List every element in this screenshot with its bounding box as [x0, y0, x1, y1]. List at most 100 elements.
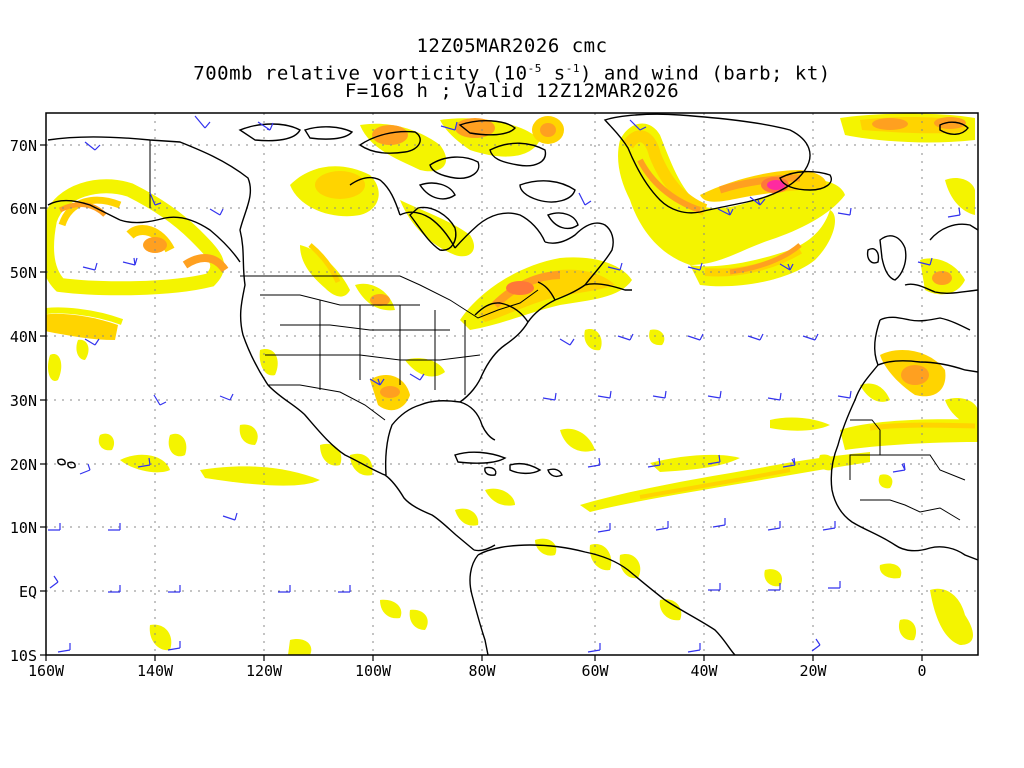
political-borders: [149, 140, 966, 521]
title-exponent: -1: [565, 62, 580, 75]
wind-barb: [822, 521, 836, 531]
wind-barb: [837, 390, 852, 399]
lon-label: 80W: [468, 662, 496, 680]
lat-label: 10N: [10, 519, 37, 537]
wind-barb: [917, 257, 933, 266]
wind-barb: [149, 192, 162, 206]
lat-label: 60N: [10, 200, 37, 218]
wind-barb: [578, 192, 592, 206]
wind-barb: [811, 638, 821, 652]
wind-barb: [122, 257, 138, 266]
lon-label: 20W: [799, 662, 827, 680]
wind-barb: [338, 585, 351, 593]
wind-barb: [717, 208, 734, 216]
wind-barbs: [48, 115, 961, 653]
wind-barb: [82, 262, 98, 271]
lon-label: 40W: [690, 662, 718, 680]
map-title-line-3: F=168 h ; Valid 12Z12MAR2026: [344, 80, 680, 102]
wind-barb: [707, 454, 721, 465]
wind-barb: [749, 196, 766, 206]
wind-barb: [747, 333, 764, 341]
lon-label: 100W: [355, 662, 392, 680]
lat-label: EQ: [19, 583, 37, 601]
wind-barb: [947, 207, 961, 218]
wind-barb: [687, 643, 701, 653]
wind-barb: [782, 457, 796, 468]
wind-barb: [587, 643, 601, 653]
lon-label: 140W: [137, 662, 174, 680]
map-title-line-1: 12Z05MAR2026 cmc: [416, 35, 608, 57]
lat-label: 10S: [10, 647, 37, 665]
map-title-line-2: 700mb relative vorticity (10-5 s-1) and …: [0, 58, 1024, 84]
wind-barb: [687, 333, 704, 341]
lon-label: 60W: [581, 662, 609, 680]
wind-barb: [779, 263, 794, 271]
lat-label: 70N: [10, 137, 37, 155]
wind-barb: [828, 581, 841, 589]
lon-label: 120W: [246, 662, 283, 680]
wind-barb: [768, 583, 781, 591]
wind-barb: [84, 338, 100, 346]
lat-label: 40N: [10, 328, 37, 346]
wind-barb: [837, 207, 852, 216]
wind-barb: [655, 521, 669, 531]
wind-barb: [597, 390, 612, 399]
wind-barb: [652, 390, 667, 399]
wind-barb: [153, 394, 167, 406]
wind-barb: [168, 585, 181, 593]
vorticity-contour-norwegian-sea: [840, 113, 975, 295]
axis-ticks: [40, 144, 923, 661]
title-exponent: -5: [527, 62, 542, 75]
wind-barb: [708, 583, 721, 591]
title-text: s: [541, 62, 566, 85]
wind-barb: [108, 585, 121, 593]
title-text: 700mb relative vorticity (10: [193, 62, 528, 85]
wind-barb: [108, 523, 121, 531]
latitude-labels: 70N 60N 50N 40N 30N 20N 10N EQ 10S: [10, 137, 37, 665]
vorticity-contour-subtropics: [46, 307, 978, 655]
wind-barb: [167, 641, 181, 651]
wind-barb: [687, 262, 703, 271]
longitude-labels: 160W 140W 120W 100W 80W 60W 40W 20W 0: [28, 662, 927, 680]
wind-barb: [440, 121, 458, 131]
wind-barb: [209, 208, 224, 216]
wind-barb: [48, 523, 61, 531]
vorticity-shading: [46, 113, 978, 655]
wind-barb: [802, 333, 819, 341]
wind-barb: [219, 393, 234, 401]
wind-barb: [617, 333, 634, 341]
lon-label: 0: [917, 662, 926, 680]
wind-barb: [712, 518, 726, 528]
title-text: ) and wind (barb; kt): [579, 62, 831, 85]
wind-barb: [278, 585, 291, 593]
vorticity-contour-northeast: [355, 257, 632, 330]
wind-barb: [559, 338, 575, 346]
wind-barb: [369, 378, 385, 386]
lon-label: 160W: [28, 662, 65, 680]
wind-barb: [607, 262, 623, 271]
wind-barb: [597, 523, 611, 533]
wind-barb: [892, 462, 906, 473]
wind-barb: [49, 575, 59, 589]
wind-barb: [194, 115, 211, 129]
wind-barb: [222, 512, 238, 521]
wind-barb: [647, 457, 661, 468]
lat-label: 30N: [10, 392, 37, 410]
wind-barb: [79, 463, 91, 475]
vorticity-contour-pacific: [46, 179, 229, 296]
map-frame: [45, 112, 979, 656]
wind-barb: [257, 121, 274, 131]
wind-barb: [84, 141, 101, 151]
wind-barb: [767, 392, 782, 401]
wind-barb: [767, 521, 781, 531]
wind-barb: [409, 373, 425, 381]
wind-barb: [542, 392, 557, 401]
wind-barb: [707, 390, 722, 399]
wind-barb: [629, 119, 647, 131]
coastlines: [47, 113, 978, 655]
wind-barb: [137, 457, 151, 468]
wind-barb: [57, 643, 71, 653]
wind-barb: [587, 457, 601, 468]
lat-label: 50N: [10, 264, 37, 282]
